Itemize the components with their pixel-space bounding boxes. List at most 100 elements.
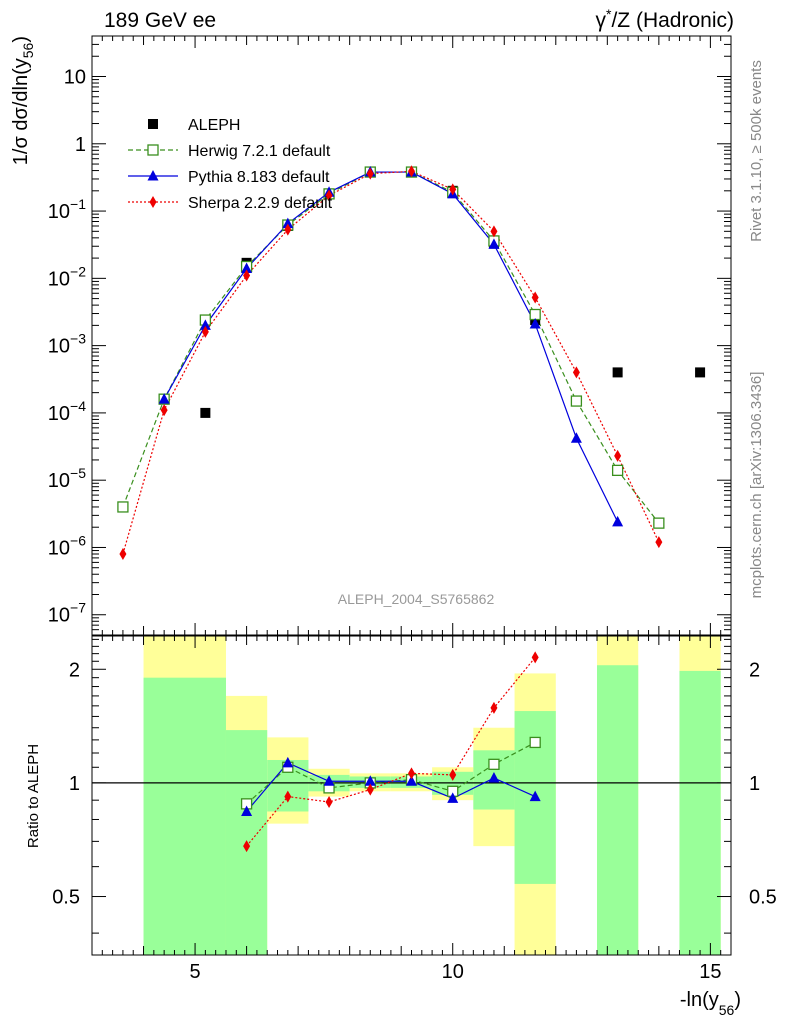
sherpa-point [119, 547, 127, 560]
pythia-line [163, 171, 619, 523]
herwig-point [570, 395, 583, 407]
pythia-point [529, 317, 541, 329]
y-tick-label: 10−4 [48, 398, 86, 425]
sherpa-ratio-point [449, 768, 457, 781]
aleph-point [612, 367, 623, 378]
pythia-ratio-point [488, 772, 500, 783]
main-y-label-base: 1/σ dσ/dln(y [10, 58, 32, 165]
header-right-sup: * [606, 6, 612, 22]
ratio-y-tick-labels: 0.5 0.5 1 1 2 2 [52, 659, 777, 908]
x-axis-label: -ln(y56) [680, 989, 741, 1018]
legend-marker-sherpa [149, 196, 157, 208]
pythia-ratio-point [282, 756, 294, 768]
main-y-label-sub: 56 [20, 42, 36, 58]
y-tick-label-exponent: −4 [70, 398, 86, 414]
y-tick-label-mantissa: 10 [48, 336, 70, 358]
sherpa-ratio-line [246, 657, 536, 847]
sherpa-point [614, 449, 622, 462]
sherpa-point [243, 269, 251, 282]
herwig-point [117, 501, 129, 513]
y-tick-label: 10 [64, 67, 86, 89]
legend: ALEPH Herwig 7.2.1 default Pythia 8.183 de… [128, 117, 333, 212]
sherpa-point [201, 325, 209, 338]
y-tick-label: 10−3 [48, 331, 86, 358]
main-y-axis-label: 1/σ dσ/dln(y56) [10, 36, 36, 165]
sherpa-point [531, 291, 539, 304]
x-tick-label: 15 [699, 961, 721, 983]
legend-marker-herwig [147, 144, 159, 156]
herwig-point [611, 464, 624, 477]
main-axis-ticks [91, 35, 732, 636]
y-tick-label-exponent: −6 [70, 532, 86, 548]
herwig-ratio-point [488, 758, 500, 770]
y-tick-label-exponent: −5 [70, 465, 86, 481]
x-label-base: -ln(y [680, 989, 719, 1011]
ratio-band-inner [597, 665, 639, 955]
ratio-panel-frame [91, 635, 732, 956]
x-tick-label: 10 [442, 961, 464, 983]
herwig-ratio-point [529, 736, 541, 749]
sherpa-point [572, 366, 580, 379]
y-tick-label-exponent: −3 [70, 331, 86, 347]
sherpa-ratio-point [284, 790, 292, 803]
ratio-y-tick-label-right: 0.5 [749, 887, 777, 909]
y-tick-label: 10−2 [48, 263, 86, 290]
y-tick-label: 1 [75, 134, 86, 156]
pythia-point [612, 515, 624, 527]
sherpa-point [160, 404, 168, 417]
aleph-point [695, 367, 706, 378]
pythia-point [158, 393, 170, 404]
ratio-y-tick-label-right: 2 [749, 659, 760, 681]
main-panel-frame [91, 35, 732, 636]
sherpa-ratio-point [408, 767, 415, 780]
analysis-id: ALEPH_2004_S5765862 [338, 591, 495, 607]
y-tick-label: 10−7 [48, 600, 86, 627]
pythia-ratio-point [447, 792, 459, 803]
x-tick-label: 5 [190, 961, 201, 983]
y-tick-label-exponent: −1 [70, 196, 86, 212]
side-label-lower: mcplots.cern.ch [arXiv:1306.3436] [748, 372, 765, 599]
legend-label-sherpa: Sherpa 2.2.9 default [188, 195, 333, 212]
pythia-ratio-point [529, 790, 541, 802]
sherpa-point [490, 225, 498, 238]
pythia-point [570, 432, 582, 443]
pythia-ratio-point [323, 775, 335, 786]
ratio-y-tick-label: 1 [69, 773, 80, 795]
ratio-series [92, 651, 731, 853]
pythia-point [241, 262, 253, 274]
pythia-point [488, 238, 500, 249]
ratio-bands [143, 636, 721, 955]
y-tick-label: 10−5 [48, 465, 86, 492]
sherpa-ratio-point [325, 796, 333, 809]
pythia-ratio-point [364, 775, 376, 786]
sherpa-line [122, 170, 660, 555]
sherpa-ratio-point [490, 701, 498, 714]
main-y-label-end: ) [10, 36, 32, 43]
y-tick-label: 10−1 [48, 196, 86, 223]
sherpa-point [325, 189, 333, 202]
side-label-upper: Rivet 3.1.10, ≥ 500k events [748, 60, 765, 242]
sherpa-point [449, 183, 457, 196]
ratio-y-tick-label: 0.5 [52, 887, 80, 909]
sherpa-ratio-point [243, 840, 251, 853]
ratio-y-axis-label: Ratio to ALEPH [25, 744, 42, 848]
legend-marker-aleph [148, 119, 158, 129]
pythia-ratio-point [241, 805, 253, 816]
y-tick-label: 10−6 [48, 532, 86, 559]
y-tick-label-mantissa: 10 [48, 268, 70, 290]
ratio-band-inner [679, 670, 721, 955]
y-tick-label-mantissa: 10 [48, 403, 70, 425]
legend-label-aleph: ALEPH [188, 117, 240, 134]
pythia-point [199, 319, 211, 330]
sherpa-point [655, 536, 663, 549]
y-tick-label-mantissa: 10 [48, 470, 70, 492]
y-tick-label-exponent: −2 [70, 263, 86, 279]
header-right-base: γ [596, 9, 607, 32]
x-label-end: ) [734, 989, 741, 1011]
ratio-y-tick-label: 2 [69, 659, 80, 681]
herwig-line [122, 171, 660, 524]
y-tick-label-mantissa: 10 [48, 605, 70, 627]
